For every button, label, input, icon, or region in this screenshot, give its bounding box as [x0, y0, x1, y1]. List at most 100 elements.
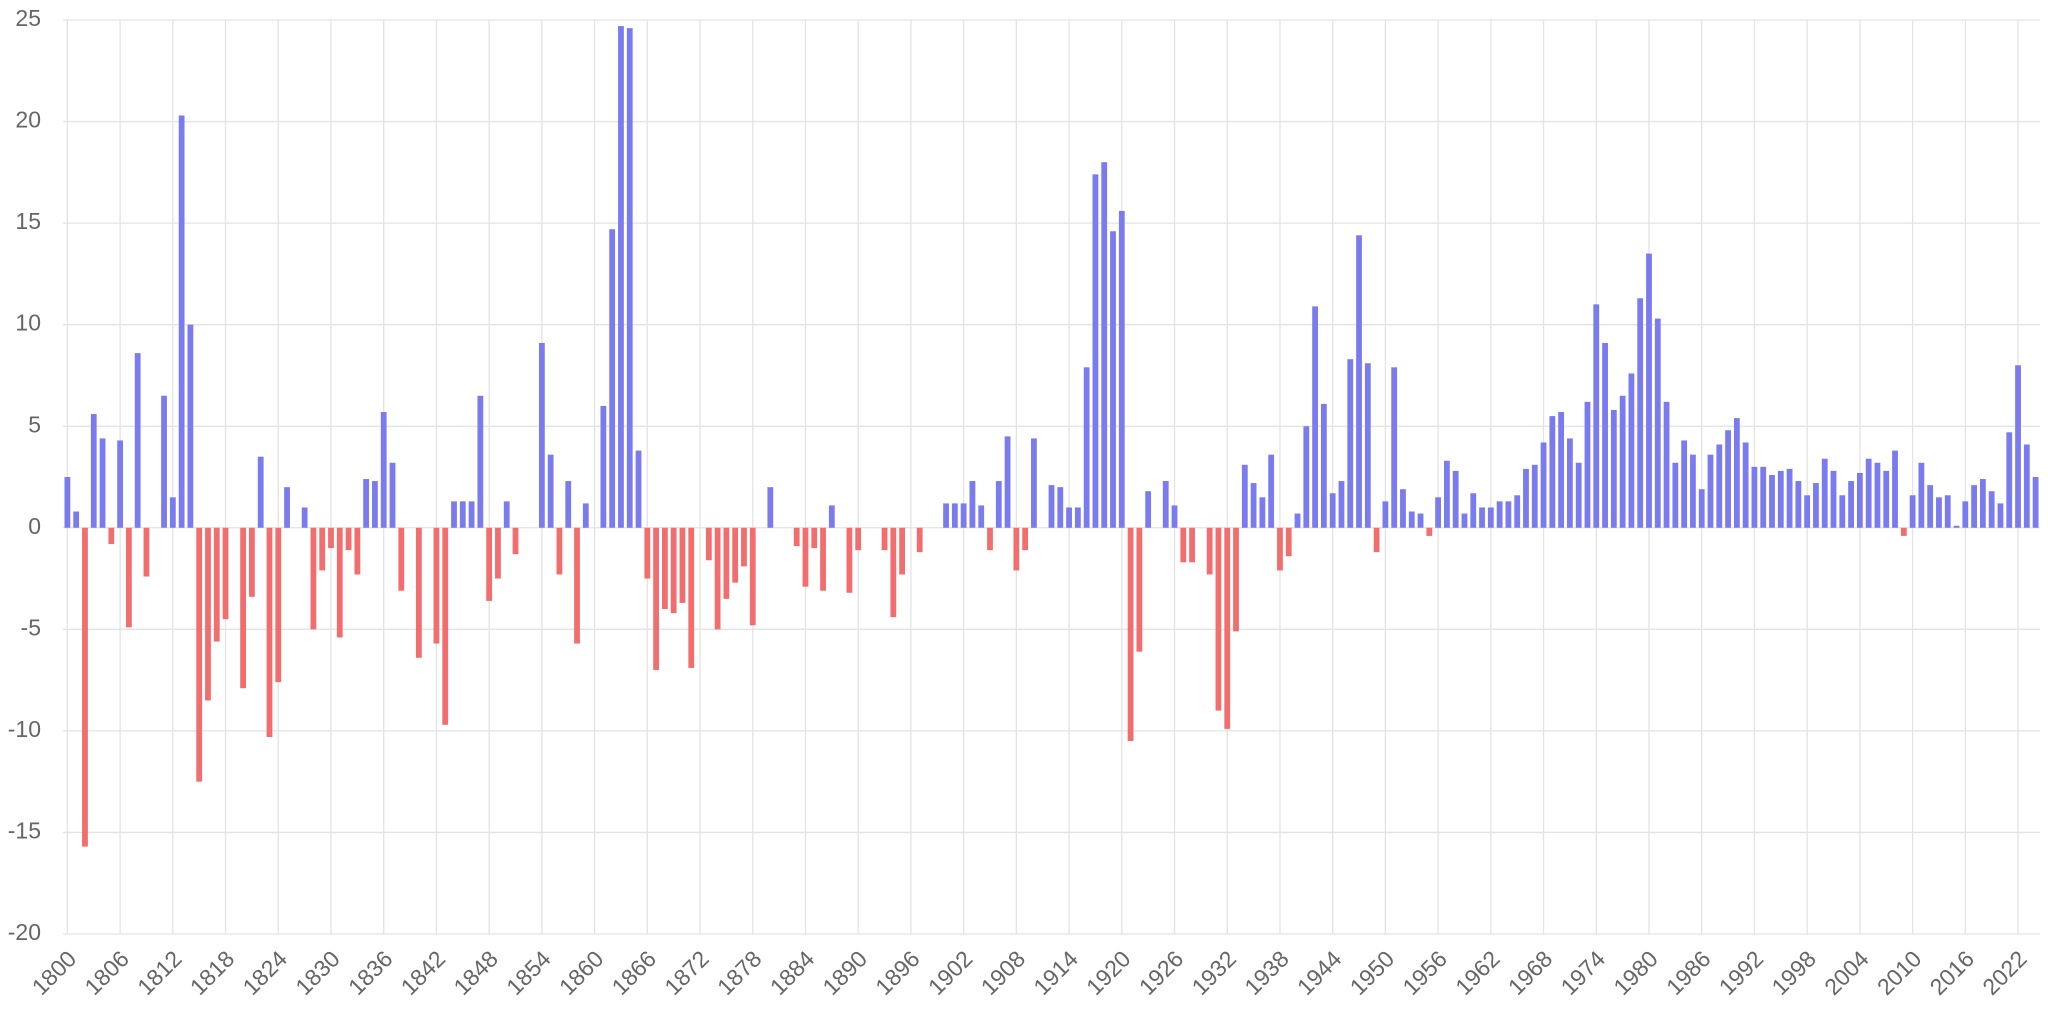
x-tick-label: 1896 [870, 945, 925, 1000]
y-tick-label: 20 [15, 107, 41, 133]
bar [284, 487, 290, 528]
bar [126, 527, 132, 628]
bar [1813, 483, 1819, 528]
bar [205, 527, 211, 701]
x-tick-label: 2004 [1819, 945, 1874, 1000]
y-tick-label: -15 [8, 818, 41, 844]
bar [1654, 318, 1661, 528]
bar [1074, 507, 1081, 528]
bar [1795, 481, 1802, 528]
bar [1900, 527, 1907, 536]
bar [99, 438, 106, 528]
bar [1364, 363, 1371, 528]
bar [1628, 373, 1635, 528]
y-tick-label: 0 [28, 513, 41, 539]
bar [943, 503, 949, 528]
bar [398, 527, 405, 591]
bar [1435, 497, 1442, 528]
bar [2006, 432, 2013, 528]
bar [1769, 474, 1775, 528]
bar [679, 527, 686, 603]
bar [117, 440, 124, 528]
bar [1672, 462, 1679, 528]
bar [767, 487, 774, 528]
bar [538, 342, 545, 528]
bar [1241, 464, 1248, 528]
bar [688, 527, 695, 668]
bar [2023, 444, 2030, 528]
y-tick-label: -20 [8, 919, 41, 945]
bar [1690, 454, 1696, 528]
bar [1593, 304, 1600, 528]
bar [1224, 527, 1231, 729]
bar [661, 527, 668, 610]
bar [644, 527, 651, 579]
bar [1233, 527, 1239, 632]
x-tick-label: 1848 [448, 945, 503, 1000]
bar [1294, 513, 1301, 528]
y-tick-label: 15 [15, 208, 41, 234]
bar [82, 527, 88, 847]
x-tick-label: 1872 [659, 945, 714, 1000]
bar [890, 527, 897, 618]
bar [1338, 481, 1345, 528]
bar [1127, 527, 1134, 742]
bar [1777, 470, 1784, 528]
bar [1215, 527, 1222, 711]
bar [1874, 462, 1881, 528]
bar [1531, 464, 1538, 528]
bar [196, 527, 203, 782]
x-tick-label: 1866 [607, 945, 662, 1000]
x-tick-label: 1890 [817, 945, 872, 1000]
bar [134, 353, 141, 528]
bar [1083, 367, 1090, 528]
bar [1250, 483, 1257, 528]
bar [1505, 501, 1512, 528]
bar [143, 527, 150, 577]
bar [1285, 527, 1292, 557]
x-tick-label: 1938 [1239, 945, 1294, 1000]
bar [820, 527, 826, 591]
bar [626, 28, 633, 528]
bar [90, 414, 97, 528]
x-tick-label: 1998 [1766, 945, 1821, 1000]
bar [213, 527, 220, 642]
x-tick-label: 1800 [27, 945, 82, 1000]
bar [1619, 395, 1626, 528]
bar [257, 456, 264, 528]
bar [1918, 462, 1925, 528]
bar [1549, 416, 1556, 528]
bar [389, 462, 396, 528]
bar [1110, 231, 1116, 528]
bar [1382, 501, 1389, 528]
bar [1303, 426, 1310, 528]
bar [380, 412, 387, 528]
bar [828, 505, 835, 528]
bar [881, 527, 888, 551]
bar [793, 527, 800, 547]
bar [1786, 468, 1793, 528]
bar [319, 527, 326, 571]
bar [1268, 454, 1275, 528]
bar [1136, 527, 1143, 652]
bar [249, 527, 255, 597]
x-tick-label: 1950 [1345, 945, 1400, 1000]
bar [705, 527, 712, 561]
bar [1277, 527, 1283, 571]
bar [1962, 501, 1969, 528]
bar [1953, 525, 1960, 528]
bar [600, 405, 607, 528]
bar [451, 501, 457, 528]
bar [161, 395, 167, 528]
x-tick-label: 1932 [1186, 945, 1241, 1000]
bar [741, 527, 747, 567]
bar [345, 527, 352, 551]
bar [1487, 507, 1494, 528]
x-tick-label: 1812 [132, 945, 187, 1000]
bar [987, 527, 993, 551]
x-tick-label: 1860 [554, 945, 609, 1000]
bar [1567, 438, 1573, 528]
bar [1417, 513, 1424, 528]
bar [714, 527, 721, 630]
bar [1426, 527, 1433, 536]
